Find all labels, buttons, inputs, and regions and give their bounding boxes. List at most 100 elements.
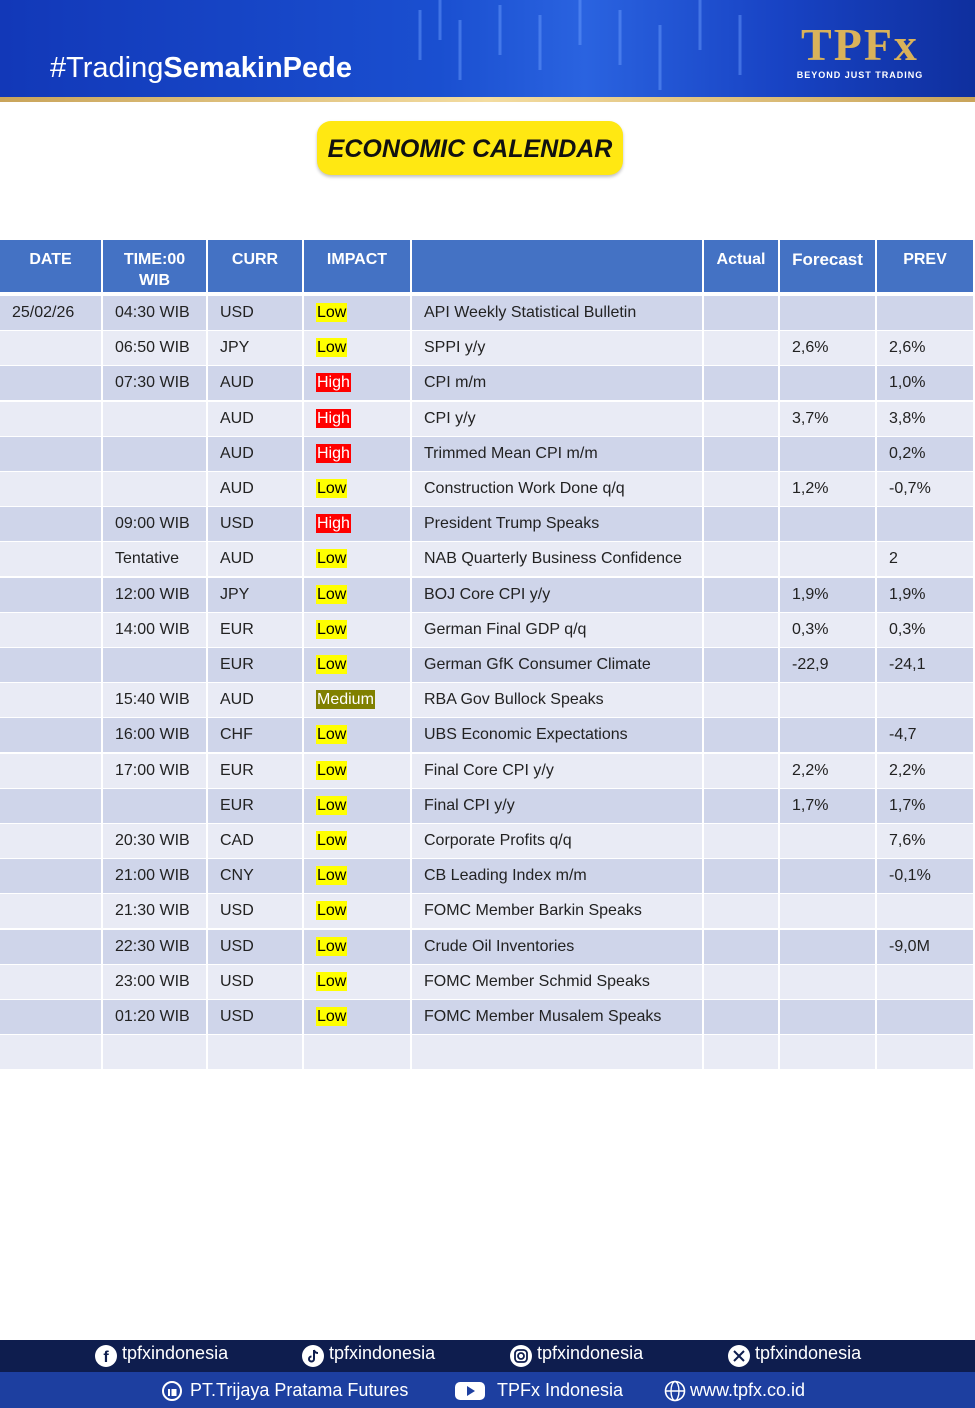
table-cell: High — [304, 436, 410, 471]
table-cell: -4,7 — [877, 718, 973, 753]
table-cell — [704, 788, 778, 823]
table-cell: Low — [304, 894, 410, 929]
social-icon: f — [95, 1345, 117, 1367]
cell-text: FOMC Member Barkin Speaks — [424, 902, 642, 920]
cell-text: 12:00 WIB — [115, 585, 190, 603]
table-cell — [780, 718, 875, 753]
header-text: Actual — [716, 251, 766, 268]
cell-text: -4,7 — [889, 726, 917, 744]
table-cell — [0, 612, 101, 647]
cell-text: FOMC Member Schmid Speaks — [424, 972, 650, 990]
table-cell: CAD — [208, 824, 302, 858]
table-cell — [704, 648, 778, 682]
table-cell — [780, 1000, 875, 1034]
cell-text: AUD — [220, 374, 254, 392]
youtube: TPFx Indonesia — [497, 1380, 624, 1400]
table-cell — [0, 824, 101, 858]
cell-text: USD — [220, 937, 254, 955]
table-cell: UBS Economic Expectations — [412, 718, 702, 753]
table-cell: Low — [304, 542, 410, 577]
header-cell: TIME:00 WIB — [103, 240, 206, 292]
table-cell: Low — [304, 929, 410, 964]
table-cell — [103, 472, 206, 506]
table-cell — [704, 436, 778, 471]
social-icon — [302, 1345, 324, 1367]
impact-label: Low — [316, 901, 348, 921]
table-cell: 2,2% — [780, 753, 875, 788]
cell-text: NAB Quarterly Business Confidence — [424, 550, 682, 568]
cell-text: 20:30 WIB — [115, 832, 190, 849]
table-cell: Low — [304, 331, 410, 366]
table-cell: 04:30 WIB — [103, 296, 206, 330]
cell-text: 1,7% — [889, 796, 926, 814]
cell-text: German GfK Consumer Climate — [424, 656, 651, 673]
table-cell — [103, 648, 206, 682]
table-cell: High — [304, 366, 410, 401]
cell-text: EUR — [220, 796, 254, 814]
table-cell: Low — [304, 788, 410, 823]
impact-label: High — [316, 408, 351, 428]
table-cell: 2,6% — [780, 331, 875, 366]
table-cell — [704, 753, 778, 788]
table-cell: USD — [208, 1000, 302, 1034]
table-cell: -9,0M — [877, 929, 973, 964]
table-cell: Low — [304, 296, 410, 330]
cell-text: Trimmed Mean CPI m/m — [424, 444, 598, 462]
table-cell: Corporate Profits q/q — [412, 824, 702, 858]
cell-text: German Final GDP q/q — [424, 620, 587, 638]
table-cell — [704, 718, 778, 753]
impact-label: Low — [316, 619, 348, 639]
header-text: WIB — [138, 272, 171, 289]
table-cell: 0,3% — [877, 612, 973, 647]
table-cell: 07:30 WIB — [103, 366, 206, 401]
cell-text: AUD — [220, 691, 254, 709]
cell-text: Construction Work Done q/q — [424, 480, 625, 497]
impact-label: Low — [316, 831, 348, 850]
impact-label: Low — [316, 725, 348, 745]
cell-text: 17:00 WIB — [115, 761, 190, 779]
cell-text: 21:00 WIB — [115, 867, 190, 885]
cell-text: 2 — [889, 550, 898, 568]
table-cell — [704, 366, 778, 401]
table-cell: President Trump Speaks — [412, 507, 702, 542]
header-cell: DATE — [0, 240, 101, 292]
cell-text: President Trump Speaks — [424, 515, 600, 533]
cell-text: 14:00 WIB — [115, 620, 190, 638]
table-cell — [0, 401, 101, 436]
table-cell: -22,9 — [780, 648, 875, 682]
table-cell — [780, 366, 875, 401]
table-cell: 16:00 WIB — [103, 718, 206, 753]
cell-text: 15:40 WIB — [115, 691, 190, 709]
table-cell — [0, 648, 101, 682]
cell-text: Crude Oil Inventories — [424, 937, 575, 955]
table-cell: Low — [304, 859, 410, 894]
header-text: PREV — [903, 251, 947, 268]
cell-text: 0,3% — [792, 620, 829, 638]
table-cell: Low — [304, 577, 410, 612]
hashtag-bold: SemakinPede — [163, 52, 352, 84]
table-cell — [704, 824, 778, 858]
table-cell: 1,7% — [877, 788, 973, 823]
table-cell: 21:00 WIB — [103, 859, 206, 894]
table-cell: Trimmed Mean CPI m/m — [412, 436, 702, 471]
gold-line — [0, 97, 975, 102]
table-cell: JPY — [208, 577, 302, 612]
table-cell: 22:30 WIB — [103, 929, 206, 964]
table-cell: AUD — [208, 436, 302, 471]
cell-text: 1,7% — [792, 796, 829, 814]
social-handle: tpfxindonesia — [329, 1343, 436, 1363]
header-text: DATE — [29, 251, 72, 268]
cell-text: EUR — [220, 620, 254, 638]
table-cell: CPI y/y — [412, 401, 702, 436]
banner-decoration — [418, 0, 742, 90]
table-cell: 1,0% — [877, 366, 973, 401]
table-cell: 0,2% — [877, 436, 973, 471]
tagline: BEYOND JUST TRADING — [796, 70, 924, 80]
table-cell: 17:00 WIB — [103, 753, 206, 788]
social-handle: tpfxindonesia — [755, 1343, 862, 1363]
cell-text: EUR — [220, 761, 254, 779]
impact-label: Low — [316, 549, 348, 569]
cell-text: CB Leading Index m/m — [424, 867, 587, 885]
table-cell — [103, 401, 206, 436]
cell-text: CHF — [220, 726, 253, 744]
